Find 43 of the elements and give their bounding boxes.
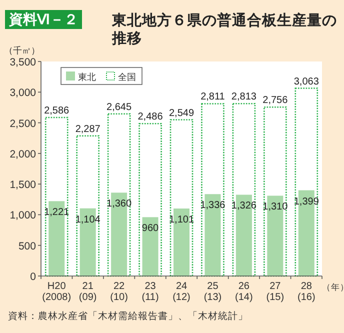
data-label: 1,326 xyxy=(231,200,257,212)
data-label: 2,811 xyxy=(200,92,226,103)
legend-label: 東北 xyxy=(78,72,96,82)
data-label: 960 xyxy=(142,223,160,234)
data-label: 2,549 xyxy=(168,108,194,119)
x-axis-title: （年） xyxy=(322,282,344,292)
y-tick-label: 0 xyxy=(30,271,36,283)
bar xyxy=(142,217,158,276)
data-label: 1,399 xyxy=(294,196,320,208)
data-label: 2,645 xyxy=(106,102,132,113)
x-tick-label: 23 (11) xyxy=(142,281,159,303)
x-tick-label: 25 (13) xyxy=(204,281,222,303)
y-axis-title: （千㎥） xyxy=(4,46,40,56)
x-tick-label: H20 (2008) xyxy=(42,281,72,303)
x-tick-label: 24 (12) xyxy=(172,281,190,303)
y-tick-label: 2,000 xyxy=(10,148,36,160)
x-tick-label: 27 (15) xyxy=(266,281,284,303)
y-tick-label: 500 xyxy=(18,240,36,252)
data-label: 2,586 xyxy=(44,106,70,117)
y-tick-label: 1,500 xyxy=(10,179,36,192)
text: 資料：農林水産省「木材需給報告書」、「木材統計」 xyxy=(8,310,248,322)
data-label: 2,813 xyxy=(231,92,257,103)
data-label: 2,287 xyxy=(75,124,101,135)
data-label: 1,104 xyxy=(75,214,101,226)
data-label: 2,486 xyxy=(138,112,164,123)
data-label: 3,063 xyxy=(294,76,320,88)
x-tick-label: 26 (14) xyxy=(235,281,253,303)
y-tick-label: 3,500 xyxy=(10,56,36,68)
x-tick-label: 22 (10) xyxy=(110,281,128,303)
text: 資料Ⅵ－２ xyxy=(8,11,78,27)
x-tick-label: 21 (09) xyxy=(78,281,97,303)
y-tick-label: 1,000 xyxy=(10,210,36,222)
chart-title: 東北地方６県の普通合板生産量の推移 xyxy=(111,11,337,47)
data-label: 1,336 xyxy=(200,200,226,212)
y-tick-label: 3,000 xyxy=(10,87,36,100)
data-label: 1,221 xyxy=(44,207,70,218)
y-tick-label: 2,500 xyxy=(10,118,36,130)
data-label: 1,310 xyxy=(262,202,288,213)
legend-label: 全国 xyxy=(118,72,136,82)
x-tick-label: 28 (16) xyxy=(297,281,316,303)
data-label: 2,756 xyxy=(262,95,288,106)
data-label: 1,360 xyxy=(106,198,132,210)
data-label: 1,101 xyxy=(168,214,194,226)
